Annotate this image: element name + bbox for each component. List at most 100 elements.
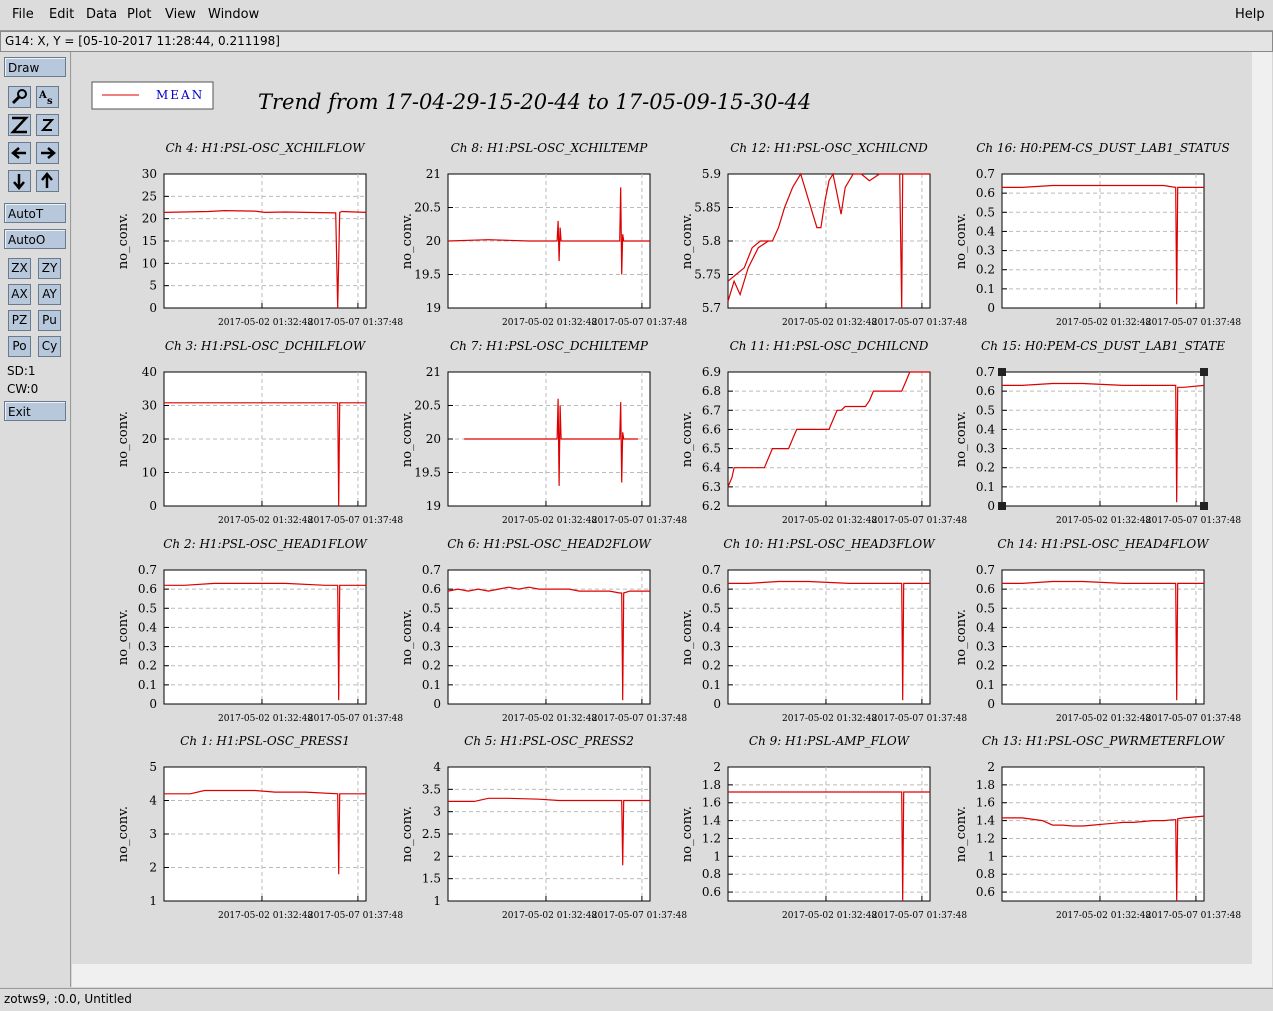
menu-data[interactable]: Data xyxy=(86,7,118,22)
x-tick-label: 2017-05-02 01:32:48 xyxy=(502,714,597,724)
ax-button[interactable]: AX xyxy=(8,284,31,305)
selection-handle[interactable] xyxy=(1200,368,1208,376)
y-tick-label: 0.3 xyxy=(702,640,721,654)
chart-5[interactable]: Ch 3: H1:PSL-OSC_DCHILFLOW 0 10 20 30 40 2017-… xyxy=(116,339,403,526)
chart-plot-area[interactable] xyxy=(1001,371,1205,507)
y-tick-label: 3.5 xyxy=(422,782,441,796)
y-axis-label: no_conv. xyxy=(116,806,131,862)
chart-16[interactable]: Ch 13: H1:PSL-OSC_PWRMETERFLOW 0.6 0.8 1 1.2… xyxy=(954,734,1241,921)
selection-handle[interactable] xyxy=(998,502,1006,510)
chart-8[interactable]: Ch 15: H0:PEM-CS_DUST_LAB1_STATE 0 0.1 0.2 0… xyxy=(954,339,1241,526)
y-tick-label: 0.4 xyxy=(976,224,995,238)
chart-11[interactable]: Ch 10: H1:PSL-OSC_HEAD3FLOW 0 0.1 0.2 0.3 0.4… xyxy=(680,537,967,724)
mean-trace xyxy=(1002,580,1204,701)
po-button[interactable]: Po xyxy=(8,336,31,357)
menu-plot[interactable]: Plot xyxy=(127,7,152,22)
y-tick-label: 6.5 xyxy=(702,442,721,456)
ay-button[interactable]: AY xyxy=(38,284,61,305)
y-tick-label: 5.85 xyxy=(694,201,721,215)
mean-trace xyxy=(447,187,650,275)
menu-view[interactable]: View xyxy=(165,7,196,22)
chart-2[interactable]: Ch 8: H1:PSL-OSC_XCHILTEMP 19 19.5 20 20.5 21… xyxy=(400,141,687,328)
y-tick-label: 2 xyxy=(987,760,995,774)
cy-button[interactable]: Cy xyxy=(38,336,61,357)
y-tick-label: 0.7 xyxy=(138,563,157,577)
x-tick-label: 2017-05-02 01:32:48 xyxy=(1056,911,1151,921)
chart-plot-area[interactable] xyxy=(727,569,931,705)
autoo-button[interactable]: AutoO xyxy=(4,229,66,249)
plot-area: MEAN Trend from 17-04-29-15-20-44 to 17-… xyxy=(72,52,1252,964)
zx-button[interactable]: ZX xyxy=(8,258,31,279)
pz-button[interactable]: PZ xyxy=(8,310,31,331)
y-tick-label: 21 xyxy=(426,167,441,181)
y-tick-label: 1 xyxy=(987,849,995,863)
chart-6[interactable]: Ch 7: H1:PSL-OSC_DCHILTEMP 19 19.5 20 20.5 21… xyxy=(400,339,687,526)
chart-1[interactable]: Ch 4: H1:PSL-OSC_XCHILFLOW 0 5 10 15 20 25 30 20… xyxy=(116,141,403,328)
exit-button[interactable]: Exit xyxy=(4,401,66,421)
y-tick-label: 20 xyxy=(142,212,157,226)
arrow-right-icon[interactable] xyxy=(36,142,59,164)
chart-plot-area[interactable] xyxy=(1001,173,1205,309)
menu-edit[interactable]: Edit xyxy=(49,7,75,22)
mean-trace xyxy=(164,582,366,701)
chart-9[interactable]: Ch 2: H1:PSL-OSC_HEAD1FLOW 0 0.1 0.2 0.3 0.4 0… xyxy=(116,537,403,724)
chart-7[interactable]: Ch 11: H1:PSL-OSC_DCHILCND 6.2 6.3 6.4 6.5 6.… xyxy=(680,339,967,526)
mean-trace xyxy=(163,209,367,309)
plots-svg[interactable]: MEAN Trend from 17-04-29-15-20-44 to 17-… xyxy=(72,52,1252,964)
chart-plot-area[interactable] xyxy=(727,371,931,507)
chart-12[interactable]: Ch 14: H1:PSL-OSC_HEAD4FLOW 0 0.1 0.2 0.3 0.4… xyxy=(954,537,1241,724)
pu-button[interactable]: Pu xyxy=(38,310,61,331)
arrow-left-icon[interactable] xyxy=(8,142,31,164)
charts-layer: Ch 4: H1:PSL-OSC_XCHILFLOW05101520253020… xyxy=(116,141,1241,921)
chart-14[interactable]: Ch 5: H1:PSL-OSC_PRESS2 1 1.5 2 2.5 3 3.5 4 2017… xyxy=(400,734,687,921)
autot-button[interactable]: AutoT xyxy=(4,203,66,223)
x-tick-label: 2017-05-07 01:37:48 xyxy=(872,714,967,724)
chart-3[interactable]: Ch 12: H1:PSL-OSC_XCHILCND 5.7 5.75 5.8 5.85… xyxy=(680,141,967,328)
y-axis-label: no_conv. xyxy=(680,609,695,665)
selection-handle[interactable] xyxy=(1200,502,1208,510)
x-tick-label: 2017-05-02 01:32:48 xyxy=(1056,516,1151,526)
y-tick-label: 0.1 xyxy=(702,678,721,692)
chart-plot-area[interactable] xyxy=(1001,569,1205,705)
y-tick-label: 10 xyxy=(142,466,157,480)
x-tick-label: 2017-05-02 01:32:48 xyxy=(218,911,313,921)
y-tick-label: 0.8 xyxy=(976,867,995,881)
x-tick-label: 2017-05-07 01:37:48 xyxy=(308,911,403,921)
y-tick-label: 0.6 xyxy=(976,582,995,596)
chart-15[interactable]: Ch 9: H1:PSL-AMP_FLOW 0.6 0.8 1 1.2 1.4 1.6 1.8… xyxy=(680,734,967,921)
arrow-up-icon[interactable] xyxy=(36,170,59,192)
chart-plot-area[interactable] xyxy=(163,569,367,705)
chart-plot-area[interactable] xyxy=(1001,766,1205,902)
chart-plot-area[interactable] xyxy=(447,569,651,705)
zoom-small-icon[interactable] xyxy=(36,114,59,136)
chart-title: Ch 15: H0:PEM-CS_DUST_LAB1_STATE xyxy=(981,339,1225,353)
y-tick-label: 20 xyxy=(426,432,441,446)
y-tick-label: 0.2 xyxy=(976,659,995,673)
menu-file[interactable]: File xyxy=(12,7,34,22)
plot-canvas[interactable]: MEAN Trend from 17-04-29-15-20-44 to 17-… xyxy=(72,52,1272,987)
chart-4[interactable]: Ch 16: H0:PEM-CS_DUST_LAB1_STATUS 0 0.1 0.2… xyxy=(954,141,1241,328)
menu-help[interactable]: Help xyxy=(1235,7,1265,22)
selection-handle[interactable] xyxy=(998,368,1006,376)
menu-window[interactable]: Window xyxy=(208,7,260,22)
arrow-down-icon[interactable] xyxy=(8,170,31,192)
x-tick-label: 2017-05-02 01:32:48 xyxy=(782,714,877,724)
draw-button[interactable]: Draw xyxy=(4,57,66,77)
y-tick-label: 0.4 xyxy=(422,620,441,634)
chart-plot-area[interactable] xyxy=(727,766,931,902)
y-tick-label: 5 xyxy=(149,760,157,774)
y-tick-label: 10 xyxy=(142,256,157,270)
chart-10[interactable]: Ch 6: H1:PSL-OSC_HEAD2FLOW 0 0.1 0.2 0.3 0.4 0… xyxy=(400,537,687,724)
zoom-big-icon[interactable] xyxy=(8,114,31,136)
y-tick-label: 1.8 xyxy=(702,778,721,792)
y-tick-label: 0.5 xyxy=(138,601,157,615)
zy-button[interactable]: ZY xyxy=(38,258,61,279)
wrench-icon[interactable] xyxy=(8,86,31,108)
chart-13[interactable]: Ch 1: H1:PSL-OSC_PRESS1 1 2 3 4 5 2017-05-02 0… xyxy=(116,734,403,921)
chart-title: Ch 3: H1:PSL-OSC_DCHILFLOW xyxy=(165,339,367,353)
x-tick-label: 2017-05-02 01:32:48 xyxy=(502,318,597,328)
chart-title: Ch 10: H1:PSL-OSC_HEAD3FLOW xyxy=(723,537,936,551)
y-tick-label: 4 xyxy=(149,794,157,808)
y-tick-label: 1 xyxy=(713,849,721,863)
